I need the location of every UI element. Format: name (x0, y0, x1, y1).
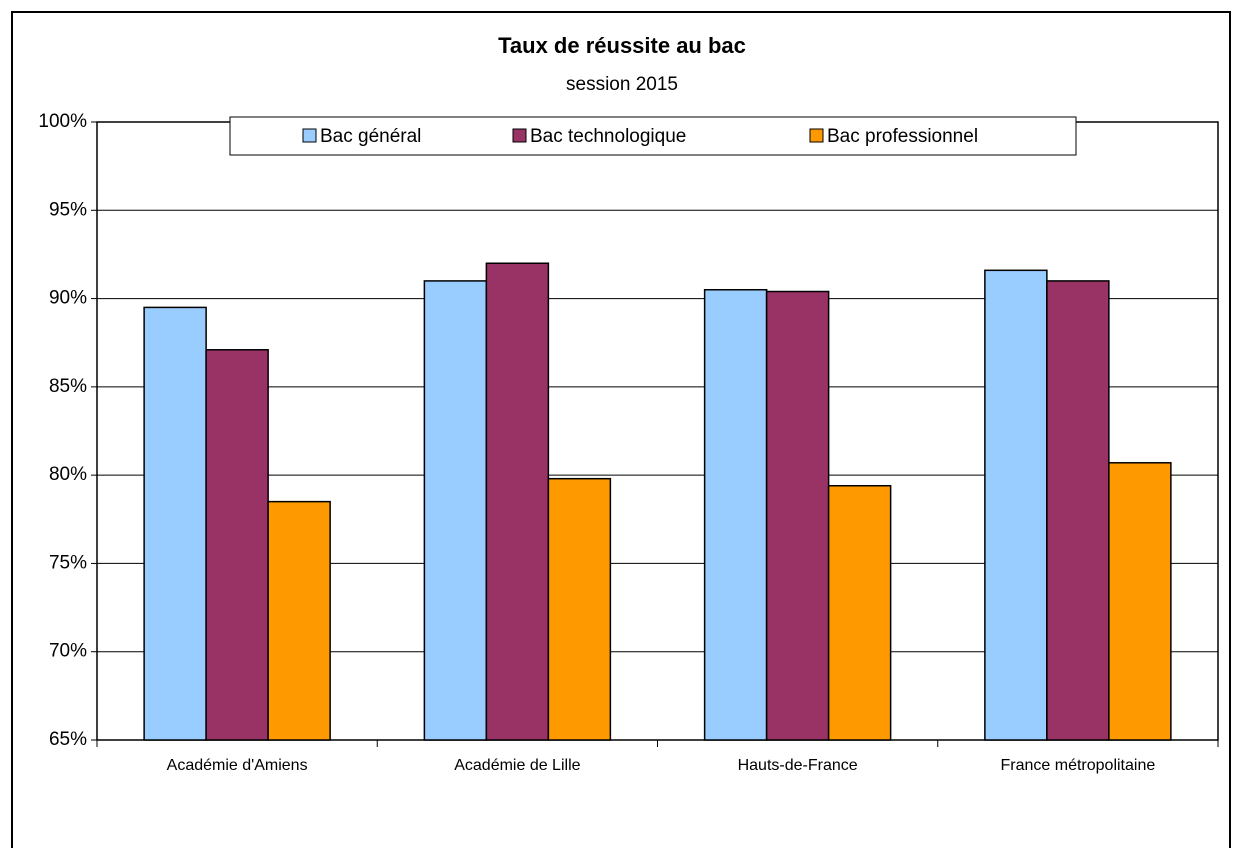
bar (205, 349, 269, 741)
y-tick-label: 90% (49, 288, 87, 309)
bar (827, 484, 892, 741)
bar (984, 269, 1048, 741)
chart-subtitle: session 2015 (566, 74, 678, 95)
x-tick-label: France métropolitaine (1001, 757, 1156, 774)
y-tick-label: 95% (49, 199, 87, 220)
bar (765, 290, 830, 741)
legend-swatch (302, 128, 317, 143)
chart-title: Taux de réussite au bac (498, 33, 746, 58)
y-tick-label: 75% (49, 552, 87, 573)
y-tick-label: 80% (49, 464, 87, 485)
bar (703, 288, 768, 741)
y-tick-label: 65% (49, 729, 87, 750)
x-tick-label: Académie de Lille (454, 757, 580, 774)
bar (143, 306, 207, 741)
bar (1046, 280, 1110, 741)
y-tick-label: 70% (49, 641, 87, 662)
legend-swatch (512, 128, 527, 143)
x-tick-label: Académie d'Amiens (167, 757, 308, 774)
legend-swatch (809, 128, 824, 143)
y-tick-label: 100% (38, 111, 87, 132)
legend-box (229, 116, 1077, 156)
legend-label: Bac professionnel (827, 126, 978, 147)
bar (267, 500, 331, 741)
bar (547, 477, 612, 741)
x-tick-label: Hauts-de-France (738, 757, 858, 774)
bar (1108, 462, 1172, 741)
legend-label: Bac technologique (530, 126, 686, 147)
bar (485, 262, 550, 741)
bar (423, 280, 488, 741)
legend-label: Bac général (320, 126, 421, 147)
y-tick-label: 85% (49, 376, 87, 397)
